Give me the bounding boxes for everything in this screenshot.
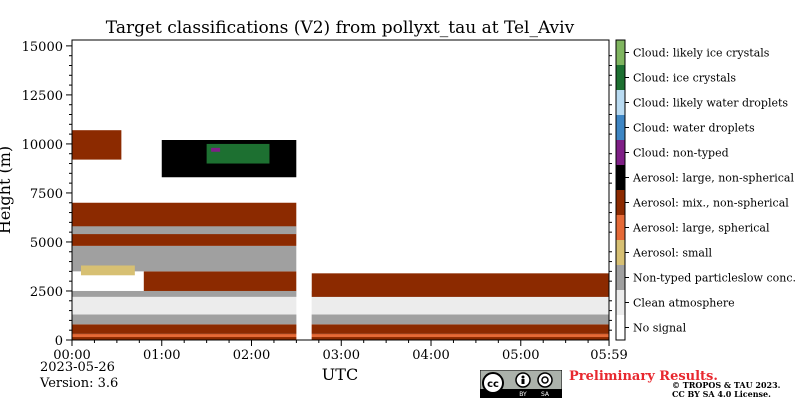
legend-swatch-4: [616, 215, 625, 240]
class-layer-3: [72, 314, 609, 325]
legend-swatch-9: [616, 90, 625, 115]
legend-label-0: No signal: [633, 322, 687, 335]
class-layer-9: [80, 265, 135, 276]
class-layer-12: [72, 130, 122, 160]
y-tick-label-3: 7500: [30, 187, 63, 202]
legend-swatch-6: [616, 165, 625, 190]
x-tick-label-0: 00:00: [53, 348, 90, 363]
legend-label-5: Aerosol: mix., non-spherical: [632, 197, 789, 210]
version-label: Version: 3.6: [40, 376, 119, 391]
copyright-line-1: © TROPOS & TAU 2023.: [672, 380, 781, 390]
cc-by-label: BY: [519, 391, 527, 398]
legend-label-7: Cloud: non-typed: [633, 147, 729, 160]
y-tick-label-2: 5000: [30, 236, 63, 251]
class-layer-4: [72, 296, 609, 315]
x-axis-label: UTC: [322, 365, 358, 384]
legend-swatch-0: [616, 315, 625, 340]
legend-label-8: Cloud: water droplets: [633, 122, 755, 135]
date-label: 2023-05-26: [40, 360, 115, 375]
y-tick-label-0: 0: [55, 334, 63, 349]
legend-swatch-8: [616, 115, 625, 140]
y-tick-label-4: 10000: [22, 138, 63, 153]
chart-title: Target classifications (V2) from pollyxt…: [106, 18, 575, 38]
copyright-note: © TROPOS & TAU 2023. CC BY SA 4.0 Licens…: [672, 381, 780, 399]
legend-swatch-10: [616, 65, 625, 90]
x-tick-label-3: 03:00: [323, 348, 360, 363]
class-layer-11: [72, 226, 297, 235]
axes: 00:00 01:00 02:00 03:00 04:00 05:00 05:59 0 2500…: [22, 40, 628, 363]
legend-swatch-3: [616, 240, 625, 265]
legend-label-6: Aerosol: large, non-spherical: [632, 172, 794, 185]
x-tick-label-2: 02:00: [233, 348, 270, 363]
legend-frame: [615, 39, 626, 341]
x-tick-label-1: 01:00: [143, 348, 180, 363]
legend-label-3: Aerosol: small: [632, 247, 712, 260]
y-tick-label-6: 15000: [22, 40, 63, 55]
class-layer-15: [211, 147, 221, 152]
svg-text:cc: cc: [487, 379, 499, 390]
class-layer-14: [206, 143, 270, 164]
class-layer-6: [143, 271, 297, 291]
legend-swatch-1: [616, 290, 625, 315]
legend-label-2: Non-typed particleslow conc.: [633, 272, 796, 285]
class-layer-7: [311, 273, 609, 297]
class-layer-2: [72, 324, 609, 334]
colorbar-legend: No signal Clean atmosphere Non-typed parti…: [615, 39, 796, 341]
plot-area: [72, 40, 609, 340]
x-tick-label-4: 04:00: [412, 348, 449, 363]
legend-label-4: Aerosol: large, spherical: [632, 222, 770, 235]
legend-label-9: Cloud: likely water droplets: [633, 97, 788, 110]
class-layer-10: [72, 202, 297, 246]
legend-label-11: Cloud: likely ice crystals: [633, 47, 770, 60]
legend-label-10: Cloud: ice crystals: [633, 72, 736, 85]
x-tick-label-5: 05:00: [502, 348, 539, 363]
cc-icon: [482, 372, 504, 394]
legend-label-1: Clean atmosphere: [633, 297, 735, 310]
x-tick-label-6: 05:59: [590, 348, 627, 363]
y-axis-label: Height (m): [0, 146, 14, 234]
legend-swatch-2: [616, 265, 625, 290]
cc-sa-label: SA: [541, 391, 550, 398]
copyright-line-2: CC BY SA 4.0 License.: [672, 389, 771, 399]
cc-license-badge: cc BY SA: [480, 370, 562, 398]
y-tick-label-5: 12500: [22, 89, 63, 104]
sa-icon: [537, 372, 553, 388]
data-gap: [296, 40, 312, 340]
legend-swatch-5: [616, 190, 625, 215]
class-layer-1: [72, 334, 609, 338]
legend-swatch-11: [616, 40, 625, 65]
legend-swatch-7: [616, 140, 625, 165]
plot-frame: [71, 39, 610, 341]
preliminary-results-note: Preliminary Results.: [569, 369, 718, 384]
y-tick-label-1: 2500: [30, 285, 63, 300]
